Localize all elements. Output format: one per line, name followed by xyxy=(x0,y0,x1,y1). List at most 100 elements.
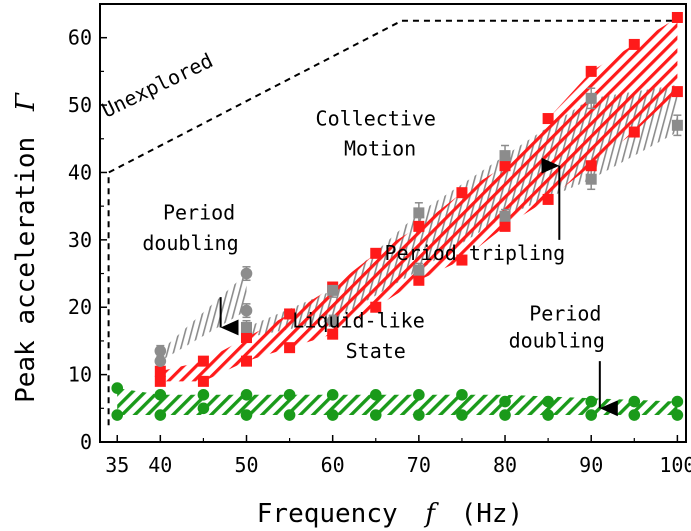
x-tick-label: 50 xyxy=(234,453,258,477)
data-point-square xyxy=(585,65,597,77)
annotation-label: Collective xyxy=(316,106,436,130)
data-point-square xyxy=(241,332,252,344)
unexplored-boundary-line xyxy=(107,19,678,426)
data-points xyxy=(111,11,684,421)
data-point-square xyxy=(499,150,511,162)
y-tick-label: 10 xyxy=(68,363,92,387)
data-point-square xyxy=(413,264,425,276)
data-point-square xyxy=(456,187,468,199)
annotation-label: doubling xyxy=(509,329,605,353)
data-point-square xyxy=(456,254,468,266)
data-point-circle xyxy=(499,395,511,408)
data-point-circle xyxy=(154,345,167,357)
data-point-square xyxy=(499,160,511,172)
data-point-circle xyxy=(499,409,511,421)
annotation-arrows xyxy=(219,157,618,417)
data-point-square xyxy=(284,308,296,320)
data-point-square xyxy=(370,301,382,313)
y-tick-label: 20 xyxy=(68,295,92,319)
data-point-circle xyxy=(413,409,425,421)
data-point-circle xyxy=(542,409,554,421)
data-point-circle xyxy=(456,389,468,401)
x-axis-title: Frequency f (Hz) xyxy=(257,499,523,529)
data-point-square xyxy=(585,92,597,104)
data-point-circle xyxy=(283,409,296,421)
data-point-circle xyxy=(413,389,425,401)
data-point-square xyxy=(585,173,597,185)
shaded-regions xyxy=(117,17,678,415)
x-tick-label: 100 xyxy=(659,453,691,477)
x-tick-label: 80 xyxy=(493,453,517,477)
data-point-circle xyxy=(154,355,167,367)
data-point-circle xyxy=(240,389,253,401)
annotation-label: State xyxy=(346,339,406,363)
data-point-circle xyxy=(240,267,253,280)
x-tick-label: 60 xyxy=(321,453,345,477)
data-point-circle xyxy=(456,409,468,421)
data-point-square xyxy=(197,355,209,367)
data-point-square xyxy=(628,38,640,50)
data-point-square xyxy=(499,210,511,222)
data-point-circle xyxy=(628,409,641,421)
data-point-circle xyxy=(628,395,641,408)
annotation-label: Motion xyxy=(344,137,416,161)
data-point-circle xyxy=(283,389,296,401)
annotation-label: Liquid-like xyxy=(292,308,424,332)
unexplored-boundary xyxy=(107,19,678,426)
data-point-circle xyxy=(542,395,554,408)
y-tick-label: 0 xyxy=(80,430,92,454)
data-point-circle xyxy=(585,409,598,421)
data-point-square xyxy=(542,113,554,125)
data-point-square xyxy=(499,220,511,232)
data-point-circle xyxy=(240,409,253,421)
red-band-region xyxy=(160,17,678,382)
data-point-circle xyxy=(326,409,339,421)
x-tick-label: 40 xyxy=(148,453,172,477)
data-point-square xyxy=(154,375,166,387)
y-axis-title: Peak acceleration Γ xyxy=(11,92,41,403)
data-point-square xyxy=(542,193,554,205)
x-tick-label: 70 xyxy=(407,453,431,477)
annotation-label: Period xyxy=(163,201,235,225)
y-tick-label: 30 xyxy=(68,228,92,252)
x-tick-label: 90 xyxy=(579,453,603,477)
annotations: Unexplored Collective Motion Period doubling… xyxy=(98,48,605,363)
data-point-circle xyxy=(585,395,598,408)
data-point-square xyxy=(241,321,252,333)
data-point-square xyxy=(413,207,425,219)
data-point-square xyxy=(154,365,166,377)
data-point-square xyxy=(327,328,339,340)
data-point-square xyxy=(327,284,339,296)
data-point-circle xyxy=(369,389,382,401)
data-point-square xyxy=(628,126,640,138)
annotation-label: Unexplored xyxy=(98,48,217,122)
green-band-region xyxy=(117,388,678,415)
data-point-circle xyxy=(111,382,124,394)
data-point-square xyxy=(284,342,296,354)
y-axis-ticks: 0 10 20 30 40 50 60 xyxy=(68,3,107,454)
data-point-square xyxy=(370,247,382,259)
data-point-circle xyxy=(326,314,339,327)
data-point-square xyxy=(671,86,683,98)
data-point-circle xyxy=(369,409,382,421)
data-point-square xyxy=(671,119,683,131)
x-axis-ticks: 35 40 50 60 70 80 90 100 xyxy=(105,435,691,477)
annotation-label: Period xyxy=(529,302,601,326)
data-point-square xyxy=(671,11,683,23)
y-tick-label: 60 xyxy=(68,26,92,50)
data-point-circle xyxy=(240,304,253,317)
data-point-square xyxy=(413,220,425,232)
data-point-circle xyxy=(197,389,210,401)
data-point-circle xyxy=(154,389,167,401)
data-point-circle xyxy=(326,389,339,401)
data-point-square xyxy=(197,375,209,387)
data-point-square xyxy=(241,355,252,367)
y-tick-label: 40 xyxy=(68,160,92,184)
data-point-circle xyxy=(671,395,684,408)
y-tick-label: 50 xyxy=(68,93,92,117)
data-point-square xyxy=(413,274,425,286)
data-point-circle xyxy=(671,409,684,421)
gray-low-band-region xyxy=(160,273,247,362)
x-tick-label: 35 xyxy=(105,453,129,477)
